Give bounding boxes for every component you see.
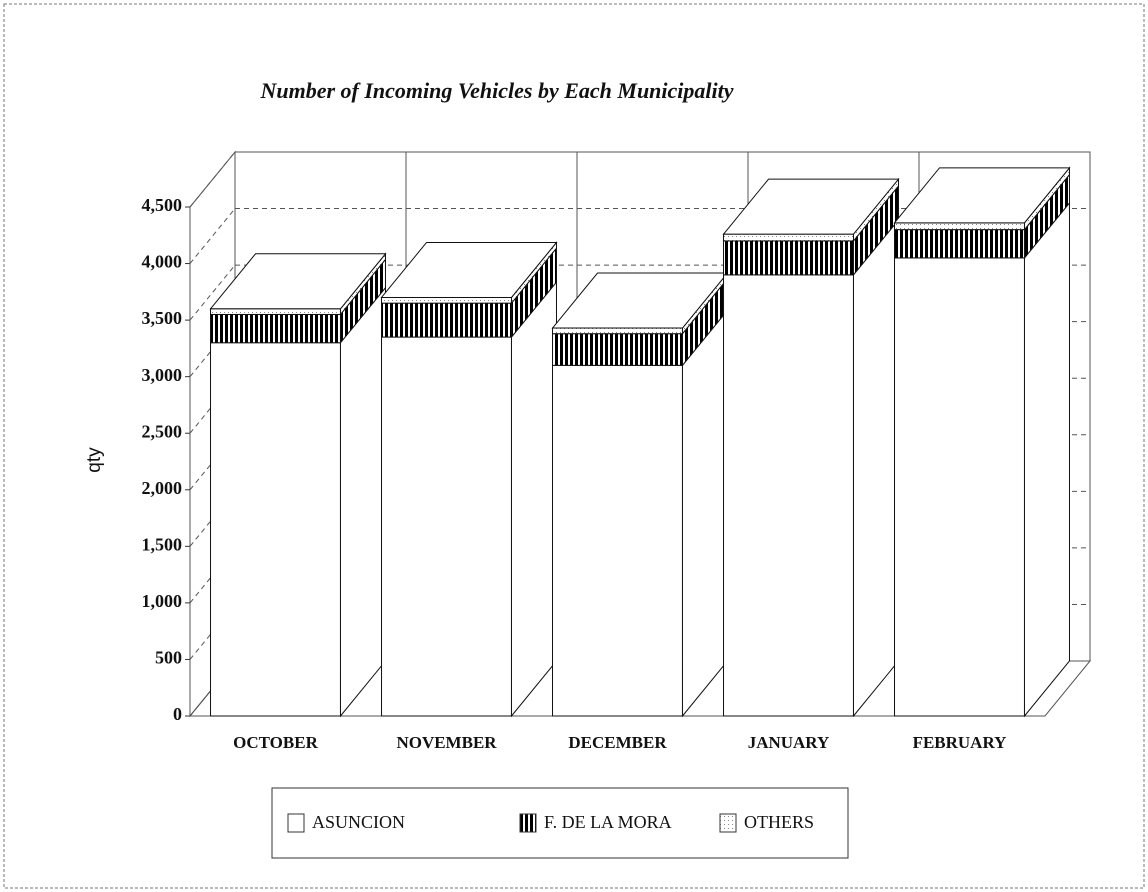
- bar-segment: [210, 308, 341, 315]
- y-tick-label: 500: [155, 648, 182, 668]
- grid-line: [189, 434, 236, 491]
- bar-top: [893, 167, 1071, 224]
- bar-segment: [381, 302, 512, 338]
- y-tick-label: 4,500: [142, 195, 183, 215]
- bar-segment: [894, 229, 1025, 259]
- bar-segment: [552, 327, 683, 335]
- grid-line: [189, 264, 236, 321]
- legend-box: [271, 787, 849, 859]
- bar-side: [339, 286, 386, 718]
- bar-side: [681, 308, 728, 718]
- frame: [3, 3, 1145, 889]
- x-tick-label: FEBRUARY: [913, 733, 1007, 752]
- x-tick-label: JANUARY: [748, 733, 830, 752]
- legend-swatch: [287, 813, 305, 833]
- y-tick-label: 0: [173, 704, 182, 724]
- bar-top: [209, 253, 387, 310]
- grid-line: [189, 491, 236, 547]
- x-tick-label: DECEMBER: [568, 733, 667, 752]
- grid-line: [189, 377, 236, 434]
- bar-top: [722, 178, 900, 235]
- grid-line: [189, 321, 236, 377]
- bar-segment: [894, 257, 1025, 717]
- grid-line: [189, 604, 236, 660]
- y-tick-label: 2,000: [142, 478, 183, 498]
- legend-swatch: [719, 813, 737, 833]
- y-tick-label: 3,000: [142, 365, 183, 385]
- y-tick-label: 4,000: [142, 252, 183, 272]
- x-tick-label: NOVEMBER: [396, 733, 497, 752]
- bar-segment: [894, 222, 1025, 231]
- bar-segment: [552, 364, 683, 717]
- bar-side: [1023, 201, 1070, 718]
- bar-segment: [381, 336, 512, 717]
- grid-line: [189, 208, 236, 264]
- y-tick-label: 1,500: [142, 534, 183, 554]
- bar-segment: [552, 333, 683, 366]
- bar-side: [852, 218, 899, 718]
- bar-segment: [723, 240, 854, 276]
- grid-line: [189, 660, 236, 717]
- legend-swatch: [519, 813, 537, 833]
- bar-segment: [210, 313, 341, 344]
- bar-segment: [210, 342, 341, 717]
- legend-label: F. DE LA MORA: [544, 812, 672, 832]
- bar-side: [510, 280, 557, 718]
- y-tick-label: 2,500: [142, 421, 183, 441]
- legend-label: ASUNCION: [312, 812, 405, 832]
- legend-label: OTHERS: [744, 812, 814, 832]
- grid-line: [189, 547, 236, 604]
- chart-title: Number of Incoming Vehicles by Each Muni…: [259, 78, 733, 103]
- y-axis-label: qty: [84, 447, 105, 473]
- y-tick-label: 1,000: [142, 591, 183, 611]
- bar-segment: [381, 296, 512, 304]
- bar-segment: [723, 233, 854, 242]
- grid-line: [189, 151, 236, 208]
- bar-top: [380, 241, 558, 298]
- x-tick-label: OCTOBER: [233, 733, 318, 752]
- y-tick-label: 3,500: [142, 308, 183, 328]
- bar-segment: [723, 274, 854, 717]
